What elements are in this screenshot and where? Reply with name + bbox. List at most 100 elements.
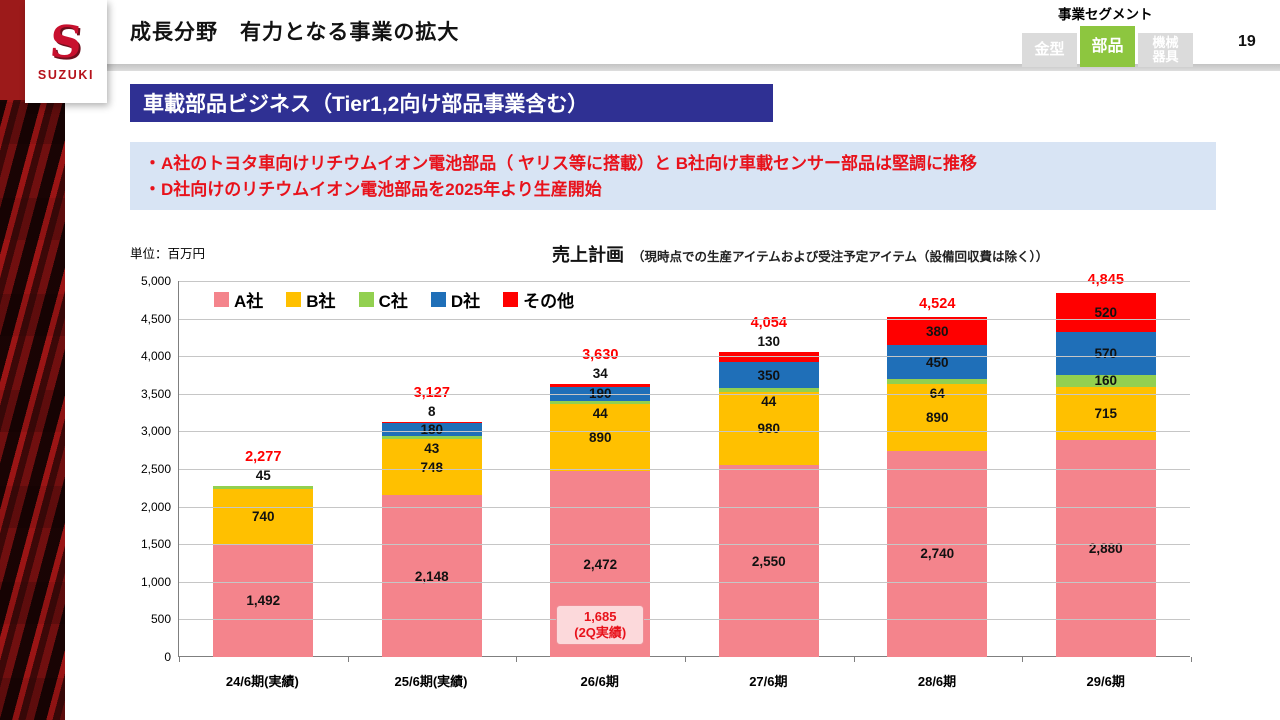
- gridline: [179, 393, 1190, 395]
- bar-segment: [381, 436, 482, 440]
- legend-item: A社: [214, 287, 263, 312]
- bar-plot: A社 B社 C社 D社 その他 1,492 740 45 2,277 2,148 748 43 180…: [178, 272, 1192, 662]
- bar-total-label: 4,845: [1087, 271, 1124, 288]
- segment-value-label: 890: [588, 430, 612, 446]
- bar-segment: [718, 388, 819, 392]
- bar-segment: [381, 422, 482, 436]
- gridline: [179, 281, 1190, 282]
- legend-label: C社: [378, 292, 408, 311]
- bar-segment: [550, 404, 651, 472]
- y-tick-label: 2,000: [140, 499, 171, 514]
- bar-segment: [550, 386, 651, 401]
- x-tick-label: 27/6期: [749, 674, 788, 689]
- page-number: 19: [1238, 33, 1256, 50]
- segment-value-label: 890: [925, 409, 949, 425]
- bar-segment: [887, 450, 988, 657]
- segment-value-label: 380: [925, 323, 949, 339]
- legend-item: その他: [503, 287, 574, 312]
- suzuki-logo: S SUZUKI: [25, 0, 107, 103]
- segment-value-label: 450: [925, 354, 949, 370]
- bar-segment: [887, 316, 988, 346]
- bar-segment: [1055, 331, 1156, 375]
- gridline: [179, 318, 1190, 320]
- x-tick-label: 29/6期: [1086, 674, 1125, 689]
- segment-value-label: 43: [424, 441, 440, 457]
- bar-slot: 2,740 890 64 450 380 4,524: [853, 281, 1022, 657]
- callout-line-2: ・D社向けのリチウムイオン電池部品を2025年より生産開始: [144, 179, 602, 199]
- segment-value-label: 34: [592, 366, 608, 382]
- segment-value-label: 520: [1094, 304, 1118, 320]
- y-tick-label: 3,500: [140, 386, 171, 401]
- page-title: 成長分野 有力となる事業の拡大: [130, 21, 460, 44]
- tab-kikaikigu-label: 機械器具: [1152, 34, 1179, 64]
- x-axis-tick: [179, 657, 180, 662]
- y-tick-label: 5,000: [140, 274, 171, 288]
- bar-segment: [718, 465, 819, 657]
- y-tick-label: 0: [164, 650, 171, 664]
- segment-group-label: 事業セグメント: [1058, 7, 1153, 22]
- legend-item: B社: [286, 287, 336, 312]
- segment-value-label: 1,492: [246, 593, 281, 609]
- tab-buhin[interactable]: 部品: [1080, 26, 1135, 67]
- bar-annotation-line: 1,685: [583, 608, 617, 624]
- y-tick-label: 1,500: [140, 537, 171, 552]
- segment-value-label: 180: [420, 421, 444, 437]
- y-tick-label: 1,000: [140, 574, 171, 589]
- x-tick-label: 24/6期(実績): [225, 674, 299, 689]
- y-tick-label: 500: [150, 612, 171, 627]
- bar-segment: [550, 384, 651, 387]
- bar-segment: [550, 400, 651, 405]
- legend-swatch-icon: [358, 292, 374, 307]
- legend-item: D社: [430, 287, 481, 312]
- bars-row: 1,492 740 45 2,277 2,148 748 43 180 8 3,127 1,685(…: [179, 272, 1191, 657]
- segment-value-label: 190: [588, 386, 612, 402]
- bar-segment: [1055, 440, 1156, 657]
- segment-value-label: 715: [1094, 406, 1118, 422]
- segment-value-label: 2,740: [920, 546, 955, 562]
- bar-total-label: 4,054: [750, 315, 787, 332]
- segment-value-label: 45: [255, 467, 271, 483]
- x-tick-label: 28/6期: [917, 674, 957, 689]
- segment-value-label: 44: [761, 393, 777, 409]
- y-axis: 0 500 1,000 1,500 2,000 2,500 3,000 3,500 4,000 4…: [123, 274, 171, 664]
- x-axis-tick: [853, 657, 855, 662]
- legend-swatch-icon: [430, 292, 446, 307]
- bar-segment: [381, 495, 482, 657]
- gridline: [179, 619, 1190, 621]
- legend-label: A社: [234, 292, 264, 311]
- legend-swatch-icon: [503, 292, 519, 307]
- header-divider: [107, 64, 1280, 71]
- bar-segment: [887, 384, 988, 451]
- bar-segment: [213, 544, 314, 657]
- bar-segment: [1055, 374, 1156, 387]
- gridline: [179, 506, 1190, 508]
- bar-slot: 2,880 715 160 570 520 4,845: [1022, 272, 1191, 657]
- chart-subtitle: （現時点での生産アイテムおよび受注予定アイテム（設備回収費は除く））: [632, 250, 1049, 264]
- bar-total-label: 4,524: [919, 295, 956, 312]
- x-axis-tick: [516, 657, 518, 662]
- legend-label: D社: [450, 292, 481, 311]
- sales-plan-chart: 0 500 1,000 1,500 2,000 2,500 3,000 3,500 4,000 4…: [123, 272, 1215, 701]
- segment-value-label: 740: [251, 509, 275, 525]
- x-tick-label: 25/6期(実績): [394, 674, 468, 689]
- gridline: [179, 356, 1190, 358]
- bar-segment: [381, 421, 482, 423]
- y-tick-label: 4,500: [140, 311, 171, 326]
- legend-swatch-icon: [214, 292, 229, 307]
- x-axis-tick: [347, 657, 349, 662]
- segment-value-label: 350: [757, 367, 781, 383]
- segment-value-label: 2,148: [414, 568, 449, 584]
- bar-segment: [213, 489, 314, 545]
- left-decorative-strip: [0, 0, 65, 720]
- x-axis-labels: 24/6期(実績) 25/6期(実績) 26/6期 27/6期 28/6期 29/6期: [178, 671, 1190, 690]
- bar-slot: 2,148 748 43 180 8 3,127: [348, 281, 517, 657]
- tab-kanagata[interactable]: 金型: [1022, 33, 1077, 67]
- bar-segment: [1055, 292, 1156, 332]
- bar-total-label: 3,127: [413, 384, 450, 401]
- tab-kikaikigu[interactable]: 機械器具: [1138, 33, 1193, 67]
- x-axis-tick: [1191, 657, 1192, 662]
- legend-label: その他: [523, 292, 575, 311]
- bar-segment: [213, 485, 314, 490]
- gridline: [179, 581, 1190, 583]
- segment-tabs: 金型 部品 機械器具: [1022, 26, 1193, 67]
